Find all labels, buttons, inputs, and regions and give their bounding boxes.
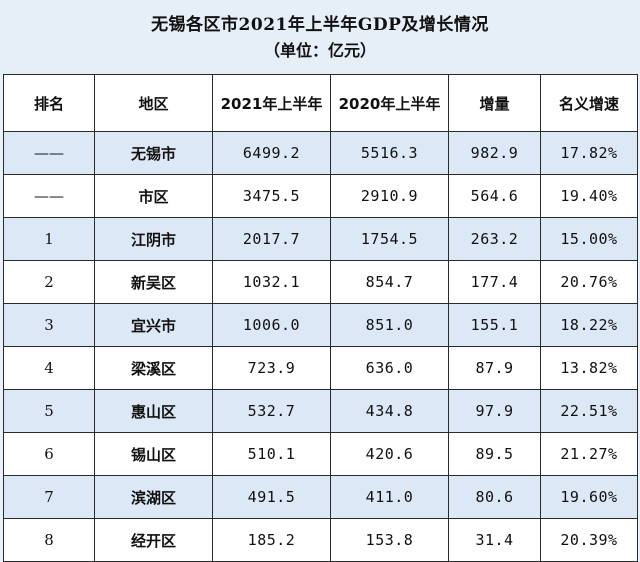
cell-region: 市区 <box>94 174 213 218</box>
cell-rank: —— <box>3 131 95 175</box>
table-row: —— 无锡市 6499.2 5516.3 982.9 17.82% <box>3 131 638 175</box>
cell-growth-rate: 15.00% <box>540 217 638 261</box>
cell-growth-rate: 22.51% <box>540 389 638 433</box>
cell-2021h1: 1032.1 <box>212 260 331 304</box>
cell-rank: 5 <box>3 389 95 433</box>
column-header-growth-rate: 名义增速 <box>540 74 638 132</box>
cell-increase: 31.4 <box>448 518 541 562</box>
cell-2021h1: 510.1 <box>212 432 331 476</box>
table-row: 6 锡山区 510.1 420.6 89.5 21.27% <box>3 432 638 476</box>
cell-rank: 2 <box>3 260 95 304</box>
cell-region: 梁溪区 <box>94 346 213 390</box>
cell-increase: 155.1 <box>448 303 541 347</box>
cell-region: 新吴区 <box>94 260 213 304</box>
table-row: —— 市区 3475.5 2910.9 564.6 19.40% <box>3 174 638 218</box>
cell-growth-rate: 20.76% <box>540 260 638 304</box>
cell-2020h1: 411.0 <box>330 475 449 519</box>
page-title: 无锡各区市2021年上半年GDP及增长情况 <box>151 15 489 35</box>
cell-region: 锡山区 <box>94 432 213 476</box>
cell-2020h1: 2910.9 <box>330 174 449 218</box>
cell-rank: 7 <box>3 475 95 519</box>
cell-increase: 982.9 <box>448 131 541 175</box>
cell-2020h1: 851.0 <box>330 303 449 347</box>
table-row: 4 梁溪区 723.9 636.0 87.9 13.82% <box>3 346 638 390</box>
cell-rank: 1 <box>3 217 95 261</box>
table-row: 2 新吴区 1032.1 854.7 177.4 20.76% <box>3 260 638 304</box>
unit-subtitle: （单位：亿元） <box>263 41 376 60</box>
cell-growth-rate: 21.27% <box>540 432 638 476</box>
cell-2021h1: 723.9 <box>212 346 331 390</box>
cell-increase: 80.6 <box>448 475 541 519</box>
cell-region: 江阴市 <box>94 217 213 261</box>
gdp-table: 排名 地区 2021年上半年 2020年上半年 增量 名义增速 —— 无锡市 649… <box>3 74 638 562</box>
column-header-2021h1: 2021年上半年 <box>212 74 331 132</box>
cell-2020h1: 5516.3 <box>330 131 449 175</box>
cell-rank: —— <box>3 174 95 218</box>
cell-2020h1: 420.6 <box>330 432 449 476</box>
cell-growth-rate: 13.82% <box>540 346 638 390</box>
cell-2021h1: 2017.7 <box>212 217 331 261</box>
cell-increase: 87.9 <box>448 346 541 390</box>
cell-growth-rate: 17.82% <box>540 131 638 175</box>
cell-increase: 97.9 <box>448 389 541 433</box>
cell-increase: 89.5 <box>448 432 541 476</box>
table-row: 7 滨湖区 491.5 411.0 80.6 19.60% <box>3 475 638 519</box>
cell-growth-rate: 19.60% <box>540 475 638 519</box>
cell-increase: 177.4 <box>448 260 541 304</box>
cell-region: 经开区 <box>94 518 213 562</box>
table-header-row: 排名 地区 2021年上半年 2020年上半年 增量 名义增速 <box>3 74 638 132</box>
cell-growth-rate: 18.22% <box>540 303 638 347</box>
cell-region: 无锡市 <box>94 131 213 175</box>
cell-region: 滨湖区 <box>94 475 213 519</box>
cell-rank: 4 <box>3 346 95 390</box>
cell-2021h1: 1006.0 <box>212 303 331 347</box>
table-row: 8 经开区 185.2 153.8 31.4 20.39% <box>3 518 638 562</box>
column-header-increase: 增量 <box>448 74 541 132</box>
cell-rank: 8 <box>3 518 95 562</box>
table-row: 3 宜兴市 1006.0 851.0 155.1 18.22% <box>3 303 638 347</box>
cell-2021h1: 532.7 <box>212 389 331 433</box>
cell-2021h1: 491.5 <box>212 475 331 519</box>
cell-growth-rate: 20.39% <box>540 518 638 562</box>
table-row: 1 江阴市 2017.7 1754.5 263.2 15.00% <box>3 217 638 261</box>
cell-2020h1: 1754.5 <box>330 217 449 261</box>
cell-increase: 564.6 <box>448 174 541 218</box>
cell-2021h1: 3475.5 <box>212 174 331 218</box>
column-header-rank: 排名 <box>3 74 95 132</box>
column-header-region: 地区 <box>94 74 213 132</box>
cell-growth-rate: 19.40% <box>540 174 638 218</box>
column-header-2020h1: 2020年上半年 <box>330 74 449 132</box>
cell-increase: 263.2 <box>448 217 541 261</box>
cell-rank: 6 <box>3 432 95 476</box>
cell-2020h1: 636.0 <box>330 346 449 390</box>
cell-2020h1: 854.7 <box>330 260 449 304</box>
cell-rank: 3 <box>3 303 95 347</box>
table-row: 5 惠山区 532.7 434.8 97.9 22.51% <box>3 389 638 433</box>
header: 无锡各区市2021年上半年GDP及增长情况 （单位：亿元） <box>0 0 640 74</box>
cell-2021h1: 6499.2 <box>212 131 331 175</box>
cell-region: 惠山区 <box>94 389 213 433</box>
cell-2020h1: 434.8 <box>330 389 449 433</box>
cell-2020h1: 153.8 <box>330 518 449 562</box>
cell-2021h1: 185.2 <box>212 518 331 562</box>
cell-region: 宜兴市 <box>94 303 213 347</box>
